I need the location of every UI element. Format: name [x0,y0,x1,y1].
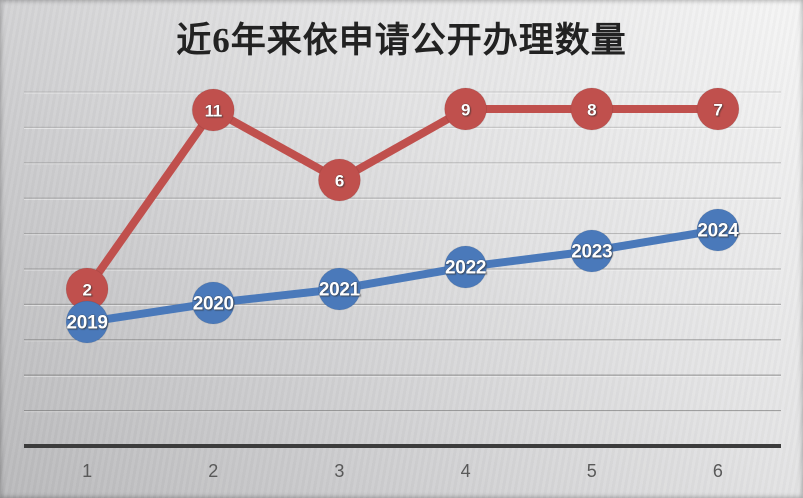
data-point-marker [570,229,614,273]
data-point-label: 11 [205,102,222,121]
data-point-marker [444,245,488,289]
data-point-marker [444,87,488,131]
chart-title: 近6年来依申请公开办理数量 [176,21,627,60]
series-line-1 [83,226,722,326]
data-point-marker [65,300,109,344]
data-point-label: 7 [713,101,722,120]
data-point-label: 2021 [319,280,361,301]
data-point-marker [191,88,235,132]
x-axis-tick: 4 [461,461,471,481]
data-point-label: 2024 [697,221,739,242]
data-point-label: 2023 [571,242,612,263]
x-axis-tick: 5 [587,461,597,481]
data-point-label: 9 [461,101,470,120]
data-point-label: 8 [587,101,596,120]
data-point-label: 2 [83,281,92,300]
data-point-marker [191,281,235,325]
data-point-marker [317,267,361,311]
data-point-marker [317,158,361,202]
data-point-label: 2019 [67,313,108,334]
x-axis-tick: 3 [334,461,344,481]
x-axis-tick: 6 [713,461,723,481]
x-axis-tick: 2 [208,461,218,481]
series-line-0 [83,105,722,293]
data-point-marker [696,87,740,131]
data-point-marker [570,87,614,131]
data-point-label: 2020 [193,294,234,315]
data-point-label: 2022 [445,258,486,279]
data-point-label: 6 [335,172,344,191]
x-axis-tick: 1 [82,461,92,481]
data-point-marker [696,208,740,252]
